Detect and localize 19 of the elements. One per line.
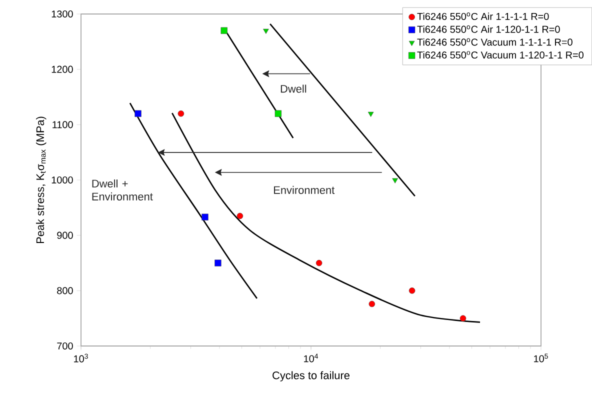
legend-label: Ti6246 550$^{o}$C Vacuum 1-120-1-1 R=0 xyxy=(417,51,584,59)
annotation: Dwell xyxy=(280,84,306,93)
legend-label: Ti6246 550$^{o}$C Air 1-1-1-1 R=0 xyxy=(417,12,549,20)
annotation: Dwell + Environment xyxy=(92,179,153,200)
y-tick-label: 1000 xyxy=(52,176,73,184)
x-tick-label: 10$^{5}$ xyxy=(534,354,548,362)
y-tick-label: 1200 xyxy=(52,66,73,73)
annotation: Environment xyxy=(274,186,335,194)
legend-label: Ti6246 550$^{o}$C Vacuum 1-1-1-1 R=0 xyxy=(417,38,572,46)
x-axis-title: Cycles to failure xyxy=(272,371,350,382)
y-tick-label: 700 xyxy=(57,342,73,350)
y-tick-label: 1300 xyxy=(52,10,73,18)
x-tick-label: 10$^{4}$ xyxy=(304,354,318,362)
y-tick-label: 900 xyxy=(57,232,73,239)
y-tick-label: 800 xyxy=(57,287,73,294)
legend-label: Ti6246 550$^{o}$C Air 1-120-1-1 R=0 xyxy=(417,25,560,33)
y-axis-title: Peak stress, K$_{t}$σ$_{max}$ (MPa) xyxy=(36,116,46,244)
y-tick-label: 1100 xyxy=(52,121,73,128)
x-tick-label: 10$^{3}$ xyxy=(74,354,88,362)
